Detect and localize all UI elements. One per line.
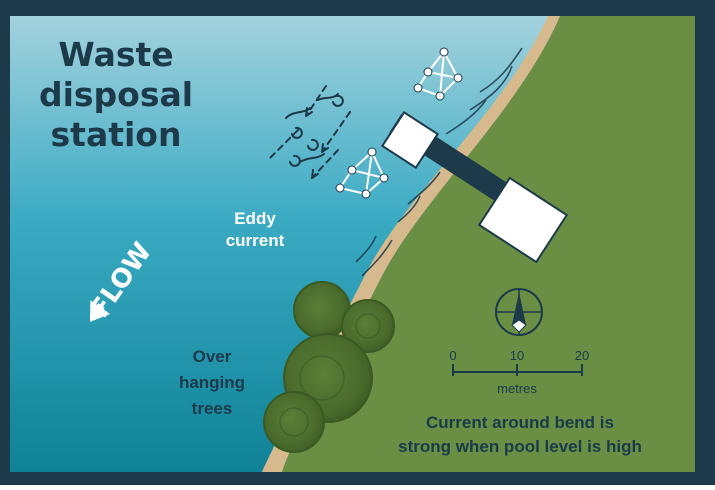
compass-icon: [495, 288, 543, 336]
tree-canopy-icon: [263, 281, 395, 453]
trees-label-line-3: trees: [192, 399, 233, 418]
pier-icon: [380, 110, 569, 264]
scale-unit: metres: [497, 381, 537, 396]
trees-label-line-2: hanging: [179, 373, 245, 392]
eddy-label-line-1: Eddy: [234, 209, 276, 228]
riverbank-land: [282, 16, 695, 472]
note-line-1: Current around bend is: [426, 413, 614, 432]
floating-buoy-icon: [413, 47, 463, 101]
scale-tick-20: 20: [575, 348, 589, 363]
eddy-label-line-2: current: [226, 231, 285, 250]
scale-tick-0: 0: [449, 348, 456, 363]
trees-label-line-1: Over: [193, 347, 232, 366]
scale-tick-10: 10: [510, 348, 524, 363]
title-line-2: disposal: [39, 75, 193, 114]
title-line-1: Waste: [58, 35, 173, 74]
scale-bar: 0 10 20 metres: [449, 348, 589, 396]
eddy-swirl-icon: [269, 85, 351, 179]
title-line-3: station: [51, 115, 182, 154]
note-line-2: strong when pool level is high: [398, 437, 642, 456]
floating-buoy-icon: [335, 147, 389, 199]
bank-current-lines: [355, 47, 523, 277]
